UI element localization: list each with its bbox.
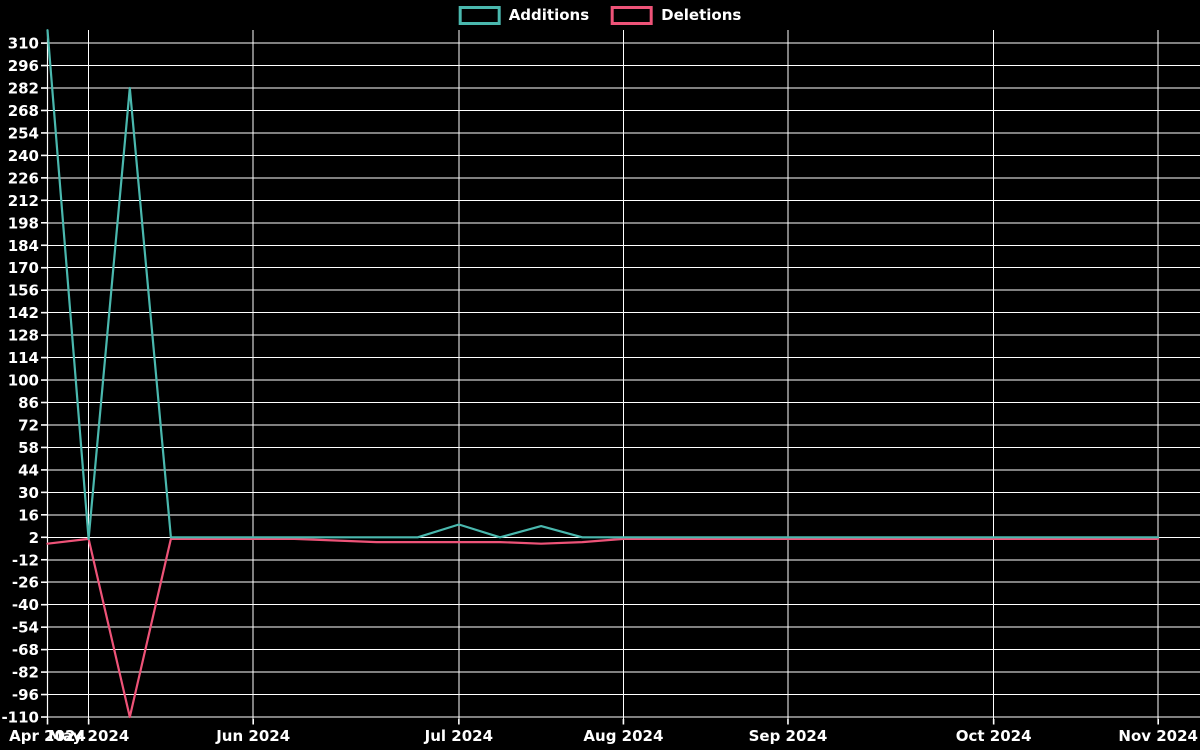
y-tick-label: -82 [12,664,39,682]
y-tick-label: -26 [12,574,39,592]
y-tick-label: 198 [8,214,39,232]
x-tick-label: Sep 2024 [749,727,828,745]
y-tick-label: 44 [18,461,39,479]
x-tick-label: Oct 2024 [956,727,1032,745]
y-tick-label: 156 [8,282,39,300]
y-tick-label: 240 [8,147,39,165]
y-tick-label: 30 [18,484,39,502]
y-tick-label: 268 [8,102,39,120]
y-tick-label: 16 [18,506,39,524]
y-tick-label: 100 [8,372,39,390]
y-tick-label: -40 [12,596,39,614]
y-tick-label: -54 [12,619,39,637]
y-tick-label: 296 [8,57,39,75]
y-tick-label: -68 [12,641,39,659]
y-tick-label: 310 [8,35,39,53]
x-tick-label: Jun 2024 [215,727,290,745]
legend-item-deletions: Deletions [611,6,741,25]
x-tick-label: May 2024 [48,727,129,745]
additions-swatch-icon [458,6,501,25]
y-tick-label: 254 [8,124,39,142]
x-tick-label: Jul 2024 [424,727,493,745]
x-tick-label: Apr 2024 [9,727,86,745]
y-tick-label: -12 [12,551,39,569]
y-tick-label: 2 [29,529,39,547]
y-tick-label: 86 [18,394,39,412]
y-grid-and-labels: 310 296 282 268 254 240 226 212 198 184 170 156 142 1… [1,35,1200,727]
chart-legend: Additions Deletions [458,6,741,25]
y-tick-label: -110 [1,709,39,727]
y-tick-label: 170 [8,259,39,277]
y-tick-label: 114 [8,349,39,367]
y-tick-label: 58 [18,439,39,457]
y-tick-label: 282 [8,80,39,98]
y-tick-label: 226 [8,169,39,187]
y-tick-label: 184 [8,237,39,255]
x-tick-label: Nov 2024 [1118,727,1198,745]
legend-item-additions: Additions [458,6,590,25]
deletions-line [46,537,1160,719]
y-tick-label: 128 [8,327,39,345]
y-tick-label: 212 [8,192,39,210]
deletions-swatch-icon [611,6,654,25]
additions-line [46,29,1160,541]
legend-label-deletions: Deletions [661,6,742,24]
y-tick-label: -96 [12,686,39,704]
y-tick-label: 72 [18,416,39,434]
y-tick-label: 142 [8,304,39,322]
legend-label-additions: Additions [508,6,590,24]
x-tick-label: Aug 2024 [583,727,663,745]
